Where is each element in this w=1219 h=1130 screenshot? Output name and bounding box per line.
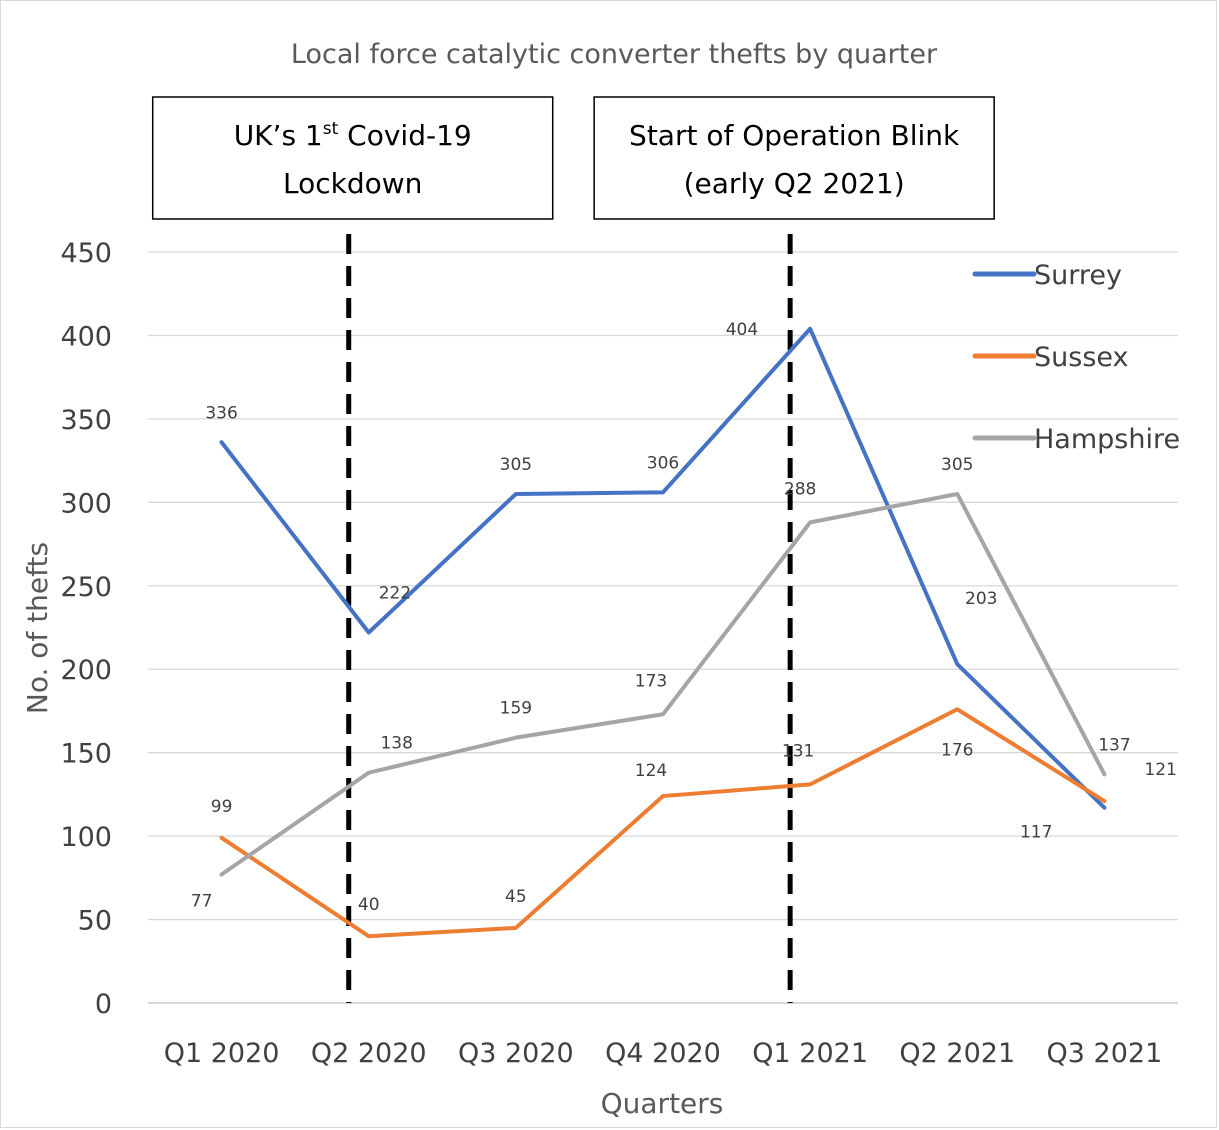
annotation-line-1: UK’s 1st Covid-19: [234, 119, 472, 152]
data-labels: 336 222 305 306 404 203 117 99 40 45 124 131 176 121 7…: [191, 320, 1177, 915]
y-tick-label: 250: [60, 572, 112, 603]
x-tick-label: Q2 2021: [899, 1038, 1015, 1069]
data-label: 176: [941, 740, 973, 760]
data-label: 305: [941, 455, 973, 475]
y-tick-label: 350: [60, 405, 112, 436]
annotation-box: [151, 96, 554, 220]
series-line-surrey: [219, 326, 1107, 810]
y-tick-label: 400: [60, 321, 112, 352]
data-label: 222: [379, 584, 411, 604]
annotation-line-1: Start of Operation Blink: [629, 119, 960, 152]
data-label: 40: [358, 895, 380, 915]
annotation-line-2: (early Q2 2021): [684, 167, 905, 200]
x-axis-ticks: Q1 2020 Q2 2020 Q3 2020 Q4 2020 Q1 2021 Q2 20…: [164, 1038, 1163, 1069]
x-tick-label: Q3 2021: [1047, 1038, 1163, 1069]
data-label: 121: [1144, 760, 1176, 780]
event-lines: [346, 234, 793, 1003]
chart-title: Local force catalytic converter thefts b…: [291, 39, 938, 70]
data-label: 138: [380, 734, 412, 754]
x-axis-title: Quarters: [601, 1087, 724, 1120]
y-tick-label: 300: [60, 488, 112, 519]
data-label: 306: [647, 453, 679, 473]
x-tick-label: Q4 2020: [605, 1038, 721, 1069]
legend-label: Surrey: [1034, 260, 1122, 291]
legend-label: Hampshire: [1034, 424, 1180, 455]
data-label: 117: [1020, 823, 1052, 843]
data-label: 45: [505, 887, 527, 907]
y-axis-ticks: 0 50 100 150 200 250 300 350 400 450: [60, 238, 112, 1020]
y-axis-title: No. of thefts: [21, 542, 54, 714]
data-label: 137: [1098, 735, 1130, 755]
y-tick-label: 50: [78, 906, 112, 937]
y-tick-label: 100: [60, 822, 112, 853]
series-lines: [219, 326, 1107, 939]
data-label: 131: [782, 741, 814, 761]
annotation-boxes: UK’s 1st Covid-19 Lockdown Start of Operat…: [151, 96, 995, 220]
data-label: 99: [211, 797, 233, 817]
y-tick-label: 200: [60, 655, 112, 686]
data-label: 173: [635, 671, 667, 691]
data-label: 336: [205, 403, 237, 423]
x-tick-label: Q1 2020: [164, 1038, 280, 1069]
y-tick-label: 150: [60, 739, 112, 770]
data-label: 203: [965, 589, 997, 609]
data-label: 159: [500, 699, 532, 719]
data-label: 404: [726, 320, 758, 340]
x-tick-label: Q1 2021: [752, 1038, 868, 1069]
legend: Surrey Sussex Hampshire: [972, 260, 1180, 455]
annotation-line-2: Lockdown: [283, 167, 422, 200]
data-label: 288: [784, 479, 816, 499]
data-label: 124: [635, 761, 667, 781]
y-tick-label: 450: [60, 238, 112, 269]
x-tick-label: Q3 2020: [458, 1038, 574, 1069]
x-tick-label: Q2 2020: [311, 1038, 427, 1069]
data-label: 305: [500, 455, 532, 475]
series-line-sussex: [219, 707, 1107, 939]
annotation-box: [593, 96, 995, 220]
series-line-hampshire: [219, 491, 1107, 877]
data-label: 77: [191, 891, 213, 911]
legend-label: Sussex: [1034, 342, 1129, 373]
y-tick-label: 0: [95, 989, 112, 1020]
